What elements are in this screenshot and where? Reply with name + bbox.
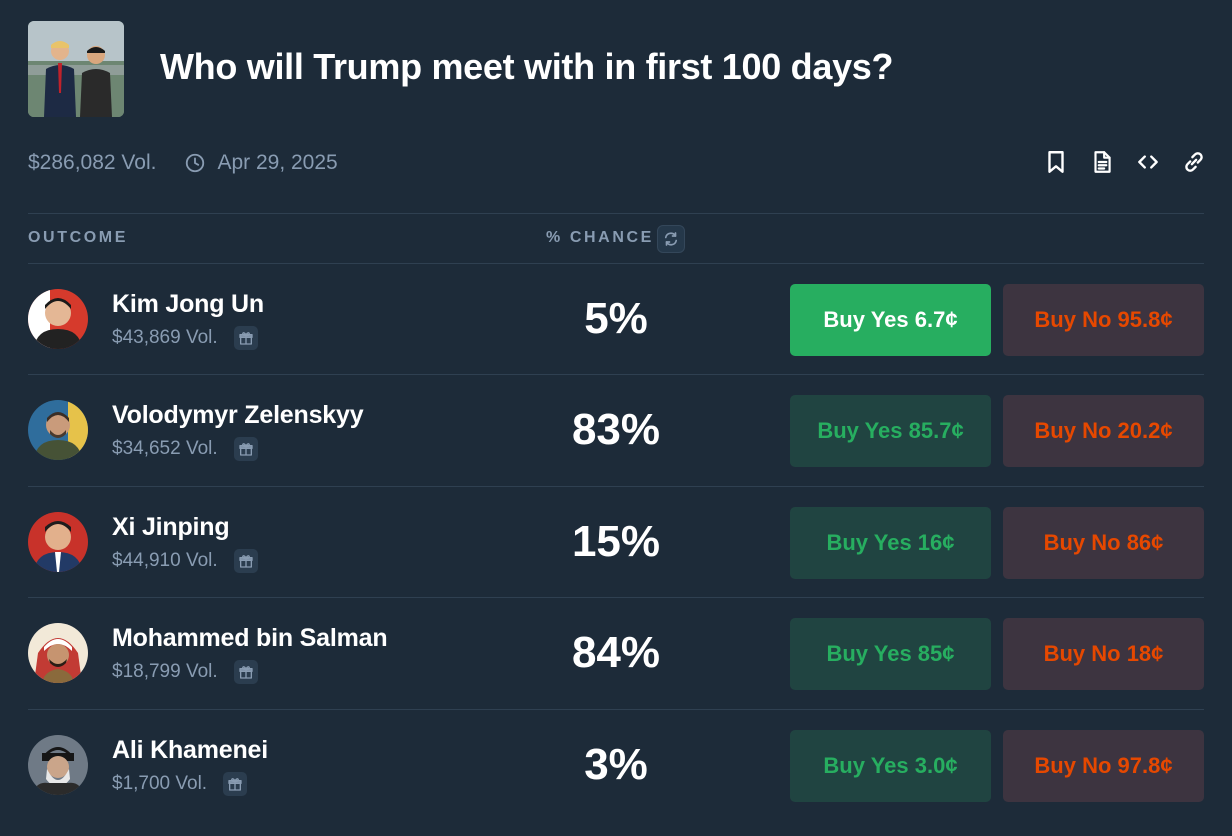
buy-no-button[interactable]: Buy No 97.8¢ <box>1003 730 1204 802</box>
clock-icon <box>186 153 205 173</box>
market-meta: $286,082 Vol. Apr 29, 2025 <box>28 150 338 176</box>
market-actions <box>1028 145 1212 179</box>
gift-button[interactable] <box>233 326 258 350</box>
outcome-volume: $1,700 Vol. <box>112 773 208 794</box>
market-image <box>28 21 124 117</box>
document-icon <box>1094 151 1111 173</box>
avatar <box>28 735 88 795</box>
gift-button[interactable] <box>233 660 258 684</box>
avatar <box>28 512 88 572</box>
outcome-name: Mohammed bin Salman <box>112 624 388 652</box>
gift-button[interactable] <box>233 437 258 461</box>
outcome-name: Ali Khamenei <box>112 736 268 764</box>
buy-no-button[interactable]: Buy No 20.2¢ <box>1003 395 1204 467</box>
outcome-chance: 83% <box>571 405 661 454</box>
outcome-row: Ali Khamenei $1,700 Vol. 3% Buy Yes 3.0¢… <box>28 710 1204 821</box>
outcome-row: Mohammed bin Salman $18,799 Vol. 84% Buy… <box>28 598 1204 709</box>
avatar <box>28 623 88 683</box>
buy-yes-button[interactable]: Buy Yes 85.7¢ <box>790 395 991 467</box>
outcome-subline: $34,652 Vol. <box>112 437 258 461</box>
bookmark-icon <box>1048 151 1064 173</box>
avatar <box>28 400 88 460</box>
embed-button[interactable] <box>1130 145 1166 179</box>
avatar <box>28 289 88 349</box>
outcome-row: Volodymyr Zelenskyy $34,652 Vol. 83% Buy… <box>28 375 1204 486</box>
copy-link-button[interactable] <box>1176 145 1212 179</box>
rules-button[interactable] <box>1084 145 1120 179</box>
chance-column-header: % CHANCE <box>546 229 654 246</box>
market-volume: $286,082 Vol. <box>28 151 157 174</box>
row-divider <box>28 374 1204 375</box>
outcome-subline: $44,910 Vol. <box>112 549 258 573</box>
code-icon <box>1138 155 1158 169</box>
outcome-chance: 84% <box>571 628 661 677</box>
refresh-icon <box>664 232 678 246</box>
gift-button[interactable] <box>223 772 248 796</box>
market-title: Who will Trump meet with in first 100 da… <box>160 46 894 87</box>
outcome-column-header: OUTCOME <box>28 229 128 246</box>
gift-icon <box>228 778 242 791</box>
bookmark-button[interactable] <box>1038 145 1074 179</box>
gift-icon <box>238 332 253 345</box>
outcome-chance: 15% <box>571 517 661 566</box>
outcome-volume: $43,869 Vol. <box>112 327 218 348</box>
outcome-volume: $44,910 Vol. <box>112 550 218 571</box>
buy-no-button[interactable]: Buy No 95.8¢ <box>1003 284 1204 356</box>
buy-yes-button[interactable]: Buy Yes 3.0¢ <box>790 730 991 802</box>
buy-yes-button[interactable]: Buy Yes 6.7¢ <box>790 284 991 356</box>
outcome-chance: 3% <box>584 740 648 789</box>
row-divider <box>28 486 1204 487</box>
table-divider <box>28 263 1204 264</box>
buy-yes-button[interactable]: Buy Yes 16¢ <box>790 507 991 579</box>
outcome-name: Volodymyr Zelenskyy <box>112 401 364 429</box>
outcome-row: Xi Jinping $44,910 Vol. 15% Buy Yes 16¢ … <box>28 487 1204 598</box>
header-divider <box>28 213 1204 214</box>
outcome-subline: $1,700 Vol. <box>112 772 248 796</box>
link-icon <box>1185 152 1203 172</box>
row-divider <box>28 709 1204 710</box>
buy-no-button[interactable]: Buy No 18¢ <box>1003 618 1204 690</box>
refresh-button[interactable] <box>657 225 685 253</box>
buy-yes-button[interactable]: Buy Yes 85¢ <box>790 618 991 690</box>
row-divider <box>28 597 1204 598</box>
outcome-row: Kim Jong Un $43,869 Vol. 5% Buy Yes 6.7¢… <box>28 264 1204 375</box>
outcome-subline: $18,799 Vol. <box>112 660 258 684</box>
outcome-name: Kim Jong Un <box>112 290 264 318</box>
gift-button[interactable] <box>233 549 258 573</box>
outcome-name: Xi Jinping <box>112 513 230 541</box>
market-end-date: Apr 29, 2025 <box>217 151 338 174</box>
gift-icon <box>238 666 253 679</box>
buy-no-button[interactable]: Buy No 86¢ <box>1003 507 1204 579</box>
outcome-volume: $18,799 Vol. <box>112 661 218 682</box>
outcome-volume: $34,652 Vol. <box>112 438 218 459</box>
gift-icon <box>238 443 253 456</box>
outcome-chance: 5% <box>584 294 648 343</box>
gift-icon <box>238 555 253 568</box>
outcome-subline: $43,869 Vol. <box>112 326 258 350</box>
